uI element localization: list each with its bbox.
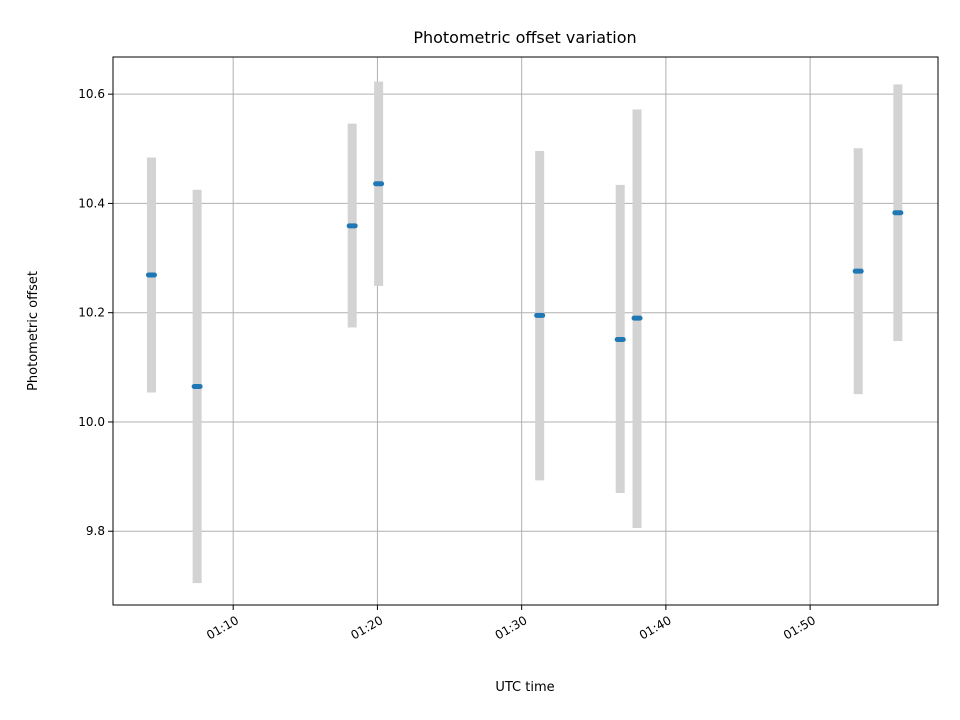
y-tick-label: 10.2 [78,306,105,320]
y-tick-label: 10.0 [78,415,105,429]
grid-layer [113,57,938,605]
x-tick-label: 01:50 [781,613,818,642]
x-tick-label: 01:10 [204,613,241,642]
y-tick-label: 10.4 [78,196,105,210]
y-axis-label: Photometric offset [26,271,41,391]
y-tick-label: 10.6 [78,87,105,101]
x-tick-label: 01:30 [493,613,530,642]
plot-frame [112,56,939,606]
marker-layer [145,181,904,389]
x-axis-label: UTC time [495,680,554,695]
tick-layer: 01:10 01:20 01:30 01:40 01:50 9.8 10.0 10.2 10.4… [78,87,818,642]
errorbar-layer [146,81,903,584]
x-tick-label: 01:40 [637,613,674,642]
x-tick-label: 01:20 [348,613,385,642]
chart-title: Photometric offset variation [413,28,636,47]
y-tick-label: 9.8 [86,524,105,538]
